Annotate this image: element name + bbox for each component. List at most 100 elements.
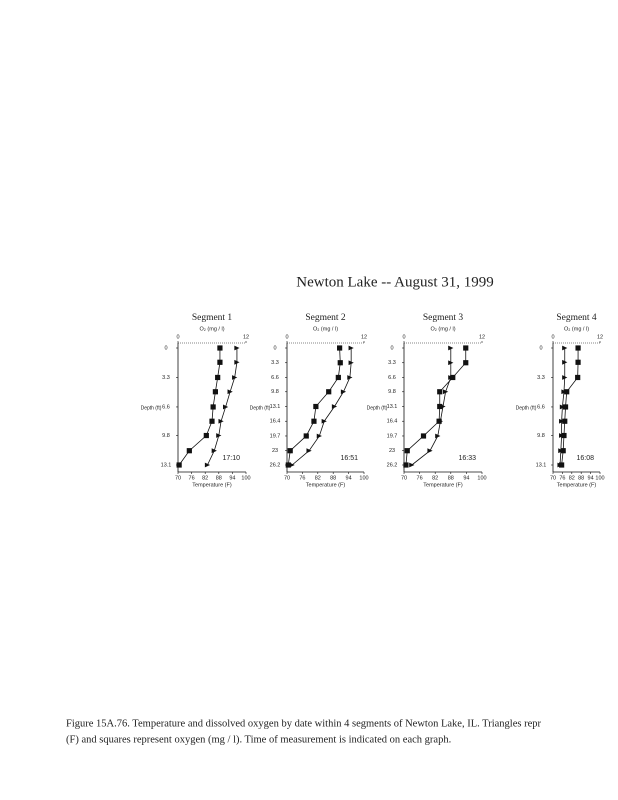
y-tick-label: 3.3 <box>271 360 279 366</box>
square-marker <box>210 404 216 410</box>
x-tick-label: 100 <box>477 475 486 481</box>
y-tick-label: 0 <box>390 345 393 351</box>
triangle-marker <box>347 375 353 380</box>
square-marker <box>437 403 443 410</box>
y-tick-label: 9.8 <box>162 433 170 439</box>
square-marker <box>463 360 469 366</box>
x-tick-label: 94 <box>229 475 235 481</box>
square-marker <box>562 404 569 410</box>
square-marker <box>217 345 223 351</box>
triangle-marker <box>562 359 568 365</box>
triangle-marker <box>340 389 347 395</box>
y-tick-label: 9.8 <box>271 389 279 395</box>
x-tick-label: 82 <box>569 475 575 481</box>
x-tick-label: 70 <box>550 475 556 481</box>
chart-title: Segment 1 <box>192 313 233 323</box>
square-marker <box>311 418 317 424</box>
x2-tick-label: 0 <box>402 334 405 340</box>
x-tick-label: 82 <box>432 475 438 481</box>
square-marker <box>287 448 293 454</box>
square-marker <box>560 448 566 454</box>
x-tick-label: 76 <box>189 475 195 481</box>
x2-axis-label: O₂ (mg / l) <box>564 326 589 332</box>
y-tick-label: 19.7 <box>387 433 398 439</box>
x-tick-label: 94 <box>346 475 352 481</box>
triangle-marker <box>234 359 240 365</box>
chart-title: Segment 2 <box>305 313 346 323</box>
triangle-marker <box>216 433 222 438</box>
square-marker <box>212 389 218 395</box>
y-tick-label: 6.6 <box>162 404 170 410</box>
y-axis-label: Depth (ft) <box>141 405 162 411</box>
y-tick-label: 13.1 <box>387 404 398 410</box>
square-marker <box>335 374 341 381</box>
triangle-marker <box>211 448 217 454</box>
square-marker <box>463 345 469 351</box>
square-marker <box>215 374 221 381</box>
chart-title: Segment 3 <box>423 313 464 323</box>
x2-axis-label: O₂ (mg / l) <box>313 326 338 332</box>
y-tick-label: 13.1 <box>161 462 172 468</box>
triangle-marker <box>559 404 565 410</box>
triangle-marker <box>448 360 454 366</box>
y-tick-label: 16.4 <box>387 419 398 425</box>
y-tick-label: 6.6 <box>271 375 279 381</box>
x-tick-label: 88 <box>448 475 454 481</box>
y-tick-label: 26.2 <box>270 462 281 468</box>
x-tick-label: 82 <box>315 475 321 481</box>
x2-tick-label: 0 <box>285 334 288 340</box>
triangle-marker <box>559 418 565 424</box>
x2-tick-label: 0 <box>176 334 179 340</box>
x-tick-label: 100 <box>241 475 250 481</box>
triangle-marker <box>321 418 327 424</box>
triangle-marker <box>448 345 454 351</box>
square-marker <box>575 345 581 351</box>
y-tick-label: 9.8 <box>537 433 545 439</box>
triangle-marker <box>331 404 338 409</box>
x-axis-label: Temperature (F) <box>306 482 346 488</box>
square-marker <box>313 403 319 410</box>
y-tick-label: 3.3 <box>537 375 545 381</box>
square-marker <box>436 418 442 424</box>
caption-line: Figure 15A.76. Temperature and dissolved… <box>66 718 541 729</box>
y-tick-label: 3.3 <box>388 360 396 366</box>
square-marker <box>209 418 215 424</box>
annotation: 17:10 <box>222 455 240 462</box>
page-title: Newton Lake -- August 31, 1999 <box>296 274 493 290</box>
y-tick-label: 0 <box>164 345 167 351</box>
x-tick-label: 82 <box>202 475 208 481</box>
square-marker <box>186 448 192 454</box>
triangle-marker <box>443 389 449 395</box>
square-marker <box>176 462 182 468</box>
x-tick-label: 76 <box>559 475 565 481</box>
y-tick-label: 13.1 <box>536 462 547 468</box>
x-axis-label: Temperature (F) <box>423 482 463 488</box>
triangle-marker <box>562 345 568 351</box>
triangle-marker <box>409 462 415 468</box>
x2-axis-label: O₂ (mg / l) <box>430 326 455 332</box>
x-tick-label: 88 <box>578 475 584 481</box>
square-marker <box>285 462 291 468</box>
square-marker <box>404 448 410 454</box>
x2-tick-label: 12 <box>361 334 367 340</box>
x2-tick-label: 12 <box>243 334 249 340</box>
square-marker <box>337 360 343 366</box>
triangle-marker <box>427 448 433 454</box>
profile-line <box>291 348 352 466</box>
triangle-marker <box>218 418 224 424</box>
x2-tick-label: 12 <box>597 334 603 340</box>
caption-line: (F) and squares represent oxygen (mg / l… <box>66 734 451 745</box>
y-tick-label: 13.1 <box>270 404 281 410</box>
square-marker <box>450 374 456 381</box>
y-tick-label: 23 <box>272 448 278 454</box>
triangle-marker <box>562 375 568 380</box>
y-tick-label: 6.6 <box>388 375 396 381</box>
triangle-marker <box>435 433 441 439</box>
square-marker <box>575 359 581 365</box>
x-tick-label: 70 <box>175 475 181 481</box>
y-tick-label: 26.2 <box>387 462 398 468</box>
annotation: 16:08 <box>576 455 594 462</box>
x-axis-label: Temperature (F) <box>557 482 597 488</box>
